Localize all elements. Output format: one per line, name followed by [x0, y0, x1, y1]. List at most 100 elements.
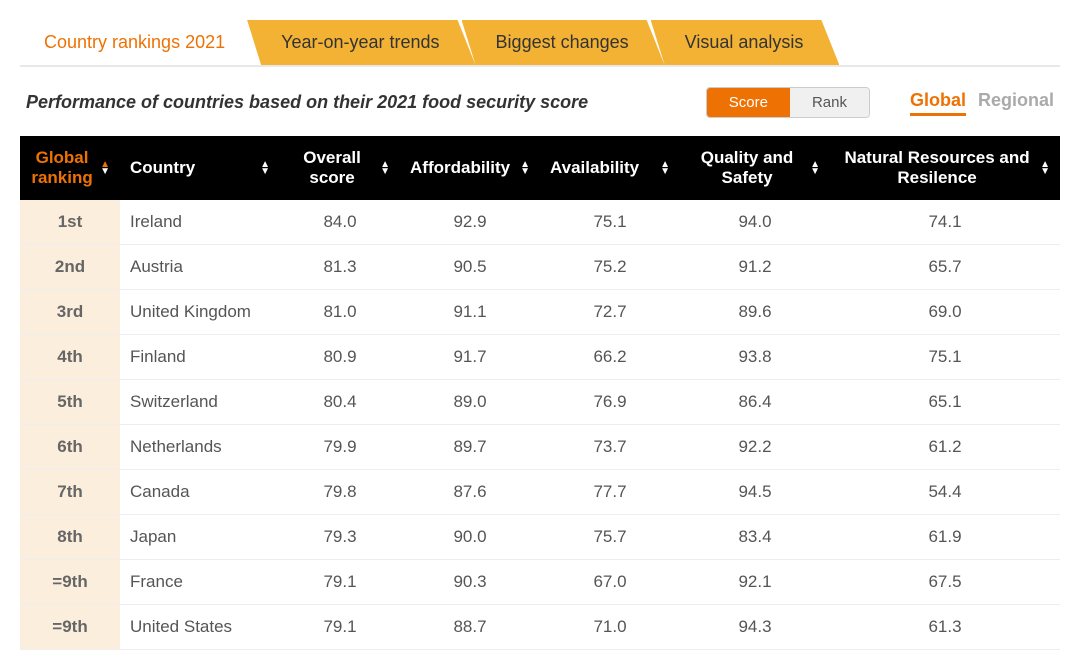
cell-afford: 90.3 — [400, 560, 540, 605]
cell-country: Switzerland — [120, 380, 280, 425]
scope-global[interactable]: Global — [910, 90, 966, 116]
cell-natural: 61.9 — [830, 515, 1060, 560]
sort-icon[interactable]: ▲▼ — [260, 161, 270, 175]
tab-year-on-year[interactable]: Year-on-year trends — [247, 20, 475, 65]
cell-country: France — [120, 560, 280, 605]
cell-natural: 65.1 — [830, 380, 1060, 425]
col-label-overall: Overall score — [290, 148, 374, 188]
sort-icon[interactable]: ▲▼ — [380, 161, 390, 175]
cell-rank: 4th — [20, 335, 120, 380]
col-quality-safety[interactable]: Quality and Safety ▲▼ — [680, 136, 830, 200]
cell-overall: 80.4 — [280, 380, 400, 425]
cell-quality: 92.1 — [680, 560, 830, 605]
cell-rank: 6th — [20, 425, 120, 470]
cell-avail: 67.0 — [540, 560, 680, 605]
cell-quality: 93.8 — [680, 335, 830, 380]
col-affordability[interactable]: Affordability ▲▼ — [400, 136, 540, 200]
cell-quality: 89.6 — [680, 290, 830, 335]
tab-biggest-changes[interactable]: Biggest changes — [462, 20, 665, 65]
cell-afford: 89.0 — [400, 380, 540, 425]
table-row: 7thCanada79.887.677.794.554.4 — [20, 470, 1060, 515]
cell-quality: 91.2 — [680, 245, 830, 290]
cell-natural: 67.5 — [830, 560, 1060, 605]
cell-afford: 90.0 — [400, 515, 540, 560]
cell-rank: 3rd — [20, 290, 120, 335]
cell-quality: 86.4 — [680, 380, 830, 425]
sort-icon[interactable]: ▲▼ — [520, 161, 530, 175]
tab-country-rankings[interactable]: Country rankings 2021 — [20, 20, 261, 65]
table-row: 3rdUnited Kingdom81.091.172.789.669.0 — [20, 290, 1060, 335]
cell-overall: 79.8 — [280, 470, 400, 515]
cell-country: Austria — [120, 245, 280, 290]
cell-quality: 94.3 — [680, 605, 830, 650]
cell-avail: 75.2 — [540, 245, 680, 290]
cell-avail: 75.7 — [540, 515, 680, 560]
table-row: =9thUnited States79.188.771.094.361.3 — [20, 605, 1060, 650]
col-availability[interactable]: Availability ▲▼ — [540, 136, 680, 200]
cell-country: United Kingdom — [120, 290, 280, 335]
sort-icon[interactable]: ▲▼ — [810, 161, 820, 175]
rankings-table: Global ranking ▲▼ Country ▲▼ Overall sco… — [20, 136, 1060, 650]
table-row: 6thNetherlands79.989.773.792.261.2 — [20, 425, 1060, 470]
scope-regional[interactable]: Regional — [978, 90, 1054, 116]
col-label-quality: Quality and Safety — [690, 148, 804, 188]
cell-avail: 76.9 — [540, 380, 680, 425]
cell-quality: 94.0 — [680, 200, 830, 245]
tab-bar: Country rankings 2021 Year-on-year trend… — [20, 20, 1060, 67]
col-label-avail: Availability — [550, 158, 639, 178]
col-label-ranking: Global ranking — [30, 148, 94, 188]
cell-country: Finland — [120, 335, 280, 380]
cell-avail: 77.7 — [540, 470, 680, 515]
score-rank-toggle: Score Rank — [706, 87, 870, 118]
sort-icon[interactable]: ▲▼ — [660, 161, 670, 175]
cell-natural: 74.1 — [830, 200, 1060, 245]
toggle-rank[interactable]: Rank — [790, 88, 869, 117]
cell-rank: 1st — [20, 200, 120, 245]
cell-rank: 2nd — [20, 245, 120, 290]
cell-natural: 75.1 — [830, 335, 1060, 380]
cell-quality: 94.5 — [680, 470, 830, 515]
cell-afford: 88.7 — [400, 605, 540, 650]
sort-icon[interactable]: ▲▼ — [1040, 161, 1050, 175]
cell-rank: =9th — [20, 605, 120, 650]
table-row: =9thFrance79.190.367.092.167.5 — [20, 560, 1060, 605]
cell-rank: 8th — [20, 515, 120, 560]
sort-icon[interactable]: ▲▼ — [100, 161, 110, 175]
scope-switch: Global Regional — [910, 90, 1054, 116]
col-label-country: Country — [130, 158, 195, 178]
cell-avail: 66.2 — [540, 335, 680, 380]
toggle-score[interactable]: Score — [707, 88, 790, 117]
cell-country: Ireland — [120, 200, 280, 245]
cell-afford: 90.5 — [400, 245, 540, 290]
cell-overall: 79.1 — [280, 605, 400, 650]
cell-overall: 80.9 — [280, 335, 400, 380]
col-overall-score[interactable]: Overall score ▲▼ — [280, 136, 400, 200]
cell-afford: 92.9 — [400, 200, 540, 245]
cell-overall: 79.9 — [280, 425, 400, 470]
col-country[interactable]: Country ▲▼ — [120, 136, 280, 200]
col-global-ranking[interactable]: Global ranking ▲▼ — [20, 136, 120, 200]
cell-avail: 72.7 — [540, 290, 680, 335]
cell-natural: 54.4 — [830, 470, 1060, 515]
cell-overall: 81.0 — [280, 290, 400, 335]
col-natural-resources[interactable]: Natural Resources and Resilence ▲▼ — [830, 136, 1060, 200]
cell-quality: 83.4 — [680, 515, 830, 560]
cell-avail: 75.1 — [540, 200, 680, 245]
cell-natural: 61.3 — [830, 605, 1060, 650]
cell-country: United States — [120, 605, 280, 650]
cell-country: Canada — [120, 470, 280, 515]
cell-overall: 79.3 — [280, 515, 400, 560]
cell-rank: =9th — [20, 560, 120, 605]
tab-visual-analysis[interactable]: Visual analysis — [651, 20, 840, 65]
page-subtitle: Performance of countries based on their … — [26, 92, 588, 113]
cell-natural: 61.2 — [830, 425, 1060, 470]
cell-overall: 81.3 — [280, 245, 400, 290]
cell-avail: 71.0 — [540, 605, 680, 650]
cell-overall: 79.1 — [280, 560, 400, 605]
cell-quality: 92.2 — [680, 425, 830, 470]
cell-rank: 7th — [20, 470, 120, 515]
table-row: 5thSwitzerland80.489.076.986.465.1 — [20, 380, 1060, 425]
table-row: 4thFinland80.991.766.293.875.1 — [20, 335, 1060, 380]
cell-country: Netherlands — [120, 425, 280, 470]
cell-afford: 91.1 — [400, 290, 540, 335]
